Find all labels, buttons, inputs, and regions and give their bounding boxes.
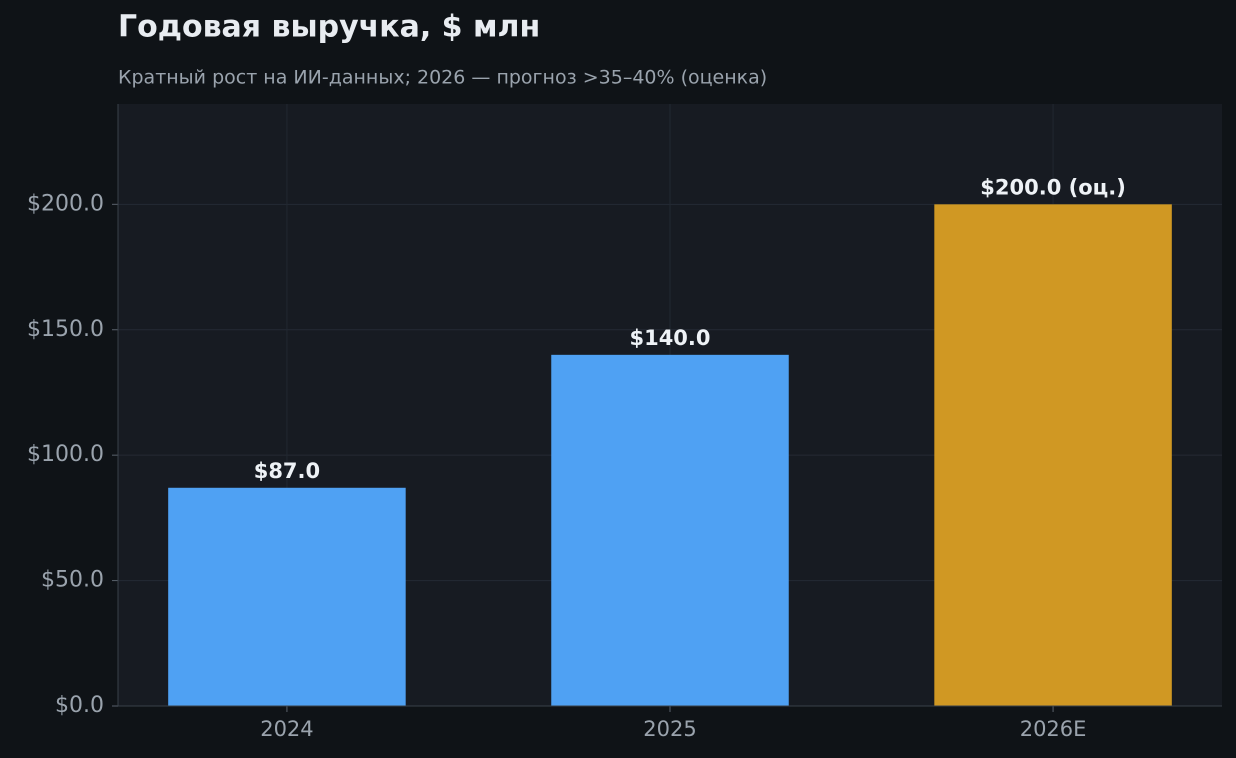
value-label: $140.0 (629, 326, 710, 350)
bar (168, 487, 406, 706)
x-tick-label: 2024 (260, 717, 313, 741)
y-tick-label: $200.0 (27, 191, 104, 216)
bar (551, 354, 789, 706)
value-label: $87.0 (254, 459, 320, 483)
chart-subtitle: Кратный рост на ИИ-данных; 2026 — прогно… (118, 67, 767, 89)
bar (934, 204, 1172, 707)
value-label: $200.0 (оц.) (980, 175, 1126, 199)
y-tick-label: $150.0 (27, 317, 104, 342)
y-tick-label: $50.0 (41, 568, 104, 593)
y-tick-label: $100.0 (27, 442, 104, 467)
chart-title: Годовая выручка, $ млн (118, 10, 540, 45)
x-tick-label: 2026E (1020, 717, 1087, 741)
x-tick-label: 2025 (643, 717, 696, 741)
y-tick-label: $0.0 (55, 693, 104, 718)
